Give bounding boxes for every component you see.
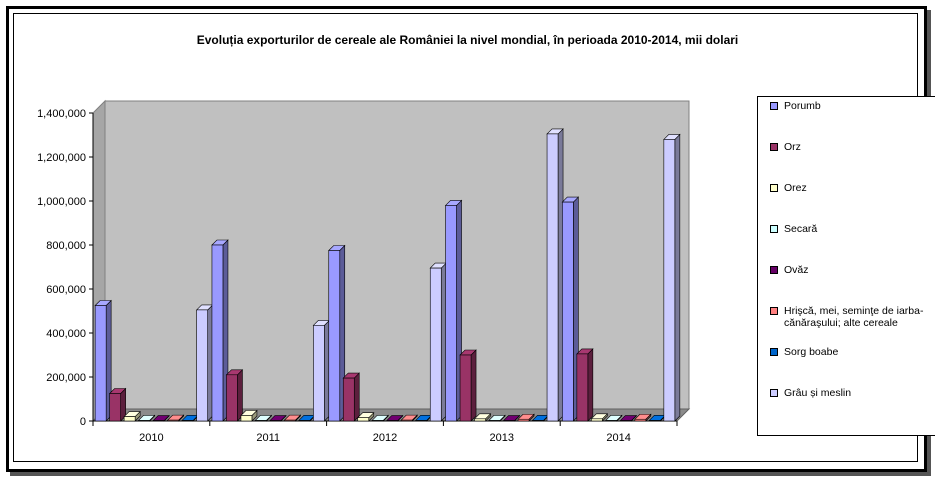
bar: [166, 414, 185, 422]
legend-label-ovaz: Ovăz: [784, 264, 809, 276]
x-tick-label: 2013: [490, 432, 514, 444]
bar: [108, 387, 127, 422]
legend-label-orez: Orez: [784, 182, 807, 194]
legend-swatch-orez: [770, 184, 778, 192]
bar: [502, 414, 521, 422]
bar: [94, 299, 112, 422]
legend-swatch-grau-si-meslin: [770, 389, 778, 397]
bar: [254, 414, 273, 422]
bar: [283, 414, 302, 422]
bar: [619, 414, 638, 422]
bar: [312, 319, 331, 422]
y-tick-label: 1,000,000: [37, 196, 86, 208]
legend-swatch-secara: [770, 225, 778, 233]
y-tick-label: 1,400,000: [37, 108, 86, 120]
x-tick-label: 2011: [256, 432, 280, 444]
bar: [152, 414, 170, 422]
bar: [663, 133, 681, 422]
y-tick-label: 400,000: [46, 328, 86, 340]
bar: [576, 348, 594, 422]
bar: [137, 414, 156, 422]
bar: [590, 413, 609, 422]
bar: [400, 414, 418, 422]
bar: [211, 239, 229, 422]
bar: [444, 199, 463, 422]
bar: [240, 409, 258, 422]
x-tick-label: 2014: [606, 432, 630, 444]
bar: [371, 414, 389, 422]
bar: [357, 411, 375, 422]
y-tick-label: 800,000: [46, 240, 86, 252]
chart-title: Evoluția exporturilor de cereale ale Rom…: [196, 33, 739, 47]
bar: [605, 414, 623, 422]
plot-back-wall: [104, 100, 690, 410]
bar: [459, 349, 477, 422]
legend-label-alte-cereale: Hrişcă, mei, seminţe de iarba-cănăraşulu…: [784, 305, 924, 329]
legend-label-orz: Orz: [784, 141, 801, 153]
legend-label-sorg-boabe: Sorg boabe: [784, 346, 839, 358]
bar: [561, 196, 580, 422]
bar: [225, 369, 244, 422]
legend-swatch-alte-cereale: [770, 307, 778, 315]
bar: [386, 414, 404, 422]
y-tick-label: 0: [80, 416, 86, 428]
y-tick-label: 1,200,000: [37, 152, 86, 164]
bar: [429, 262, 447, 422]
x-tick-label: 2012: [373, 432, 397, 444]
bar: [488, 414, 506, 422]
bar: [342, 372, 360, 422]
bar: [123, 410, 141, 422]
x-tick-label: 2010: [139, 432, 163, 444]
legend-label-porumb: Porumb: [784, 100, 821, 112]
bar: [195, 304, 214, 422]
y-tick-label: 600,000: [46, 284, 86, 296]
bar: [517, 413, 535, 422]
legend-swatch-orz: [770, 143, 778, 151]
legend-swatch-sorg-boabe: [770, 348, 778, 356]
legend: Porumb Orz Orez Secară Ovăz Hrişcă, mei,…: [757, 96, 935, 436]
bar: [648, 414, 667, 422]
legend-label-grau-si-meslin: Grâu și meslin: [784, 387, 852, 399]
y-tick-label: 200,000: [46, 372, 86, 384]
bar: [546, 128, 564, 422]
legend-swatch-ovaz: [770, 266, 778, 274]
legend-label-secara: Secară: [784, 223, 818, 235]
bar: [415, 414, 433, 422]
bar: [473, 413, 492, 422]
bar: [269, 414, 287, 422]
bar: [328, 244, 346, 422]
bar: [634, 413, 652, 422]
legend-swatch-porumb: [770, 102, 778, 110]
